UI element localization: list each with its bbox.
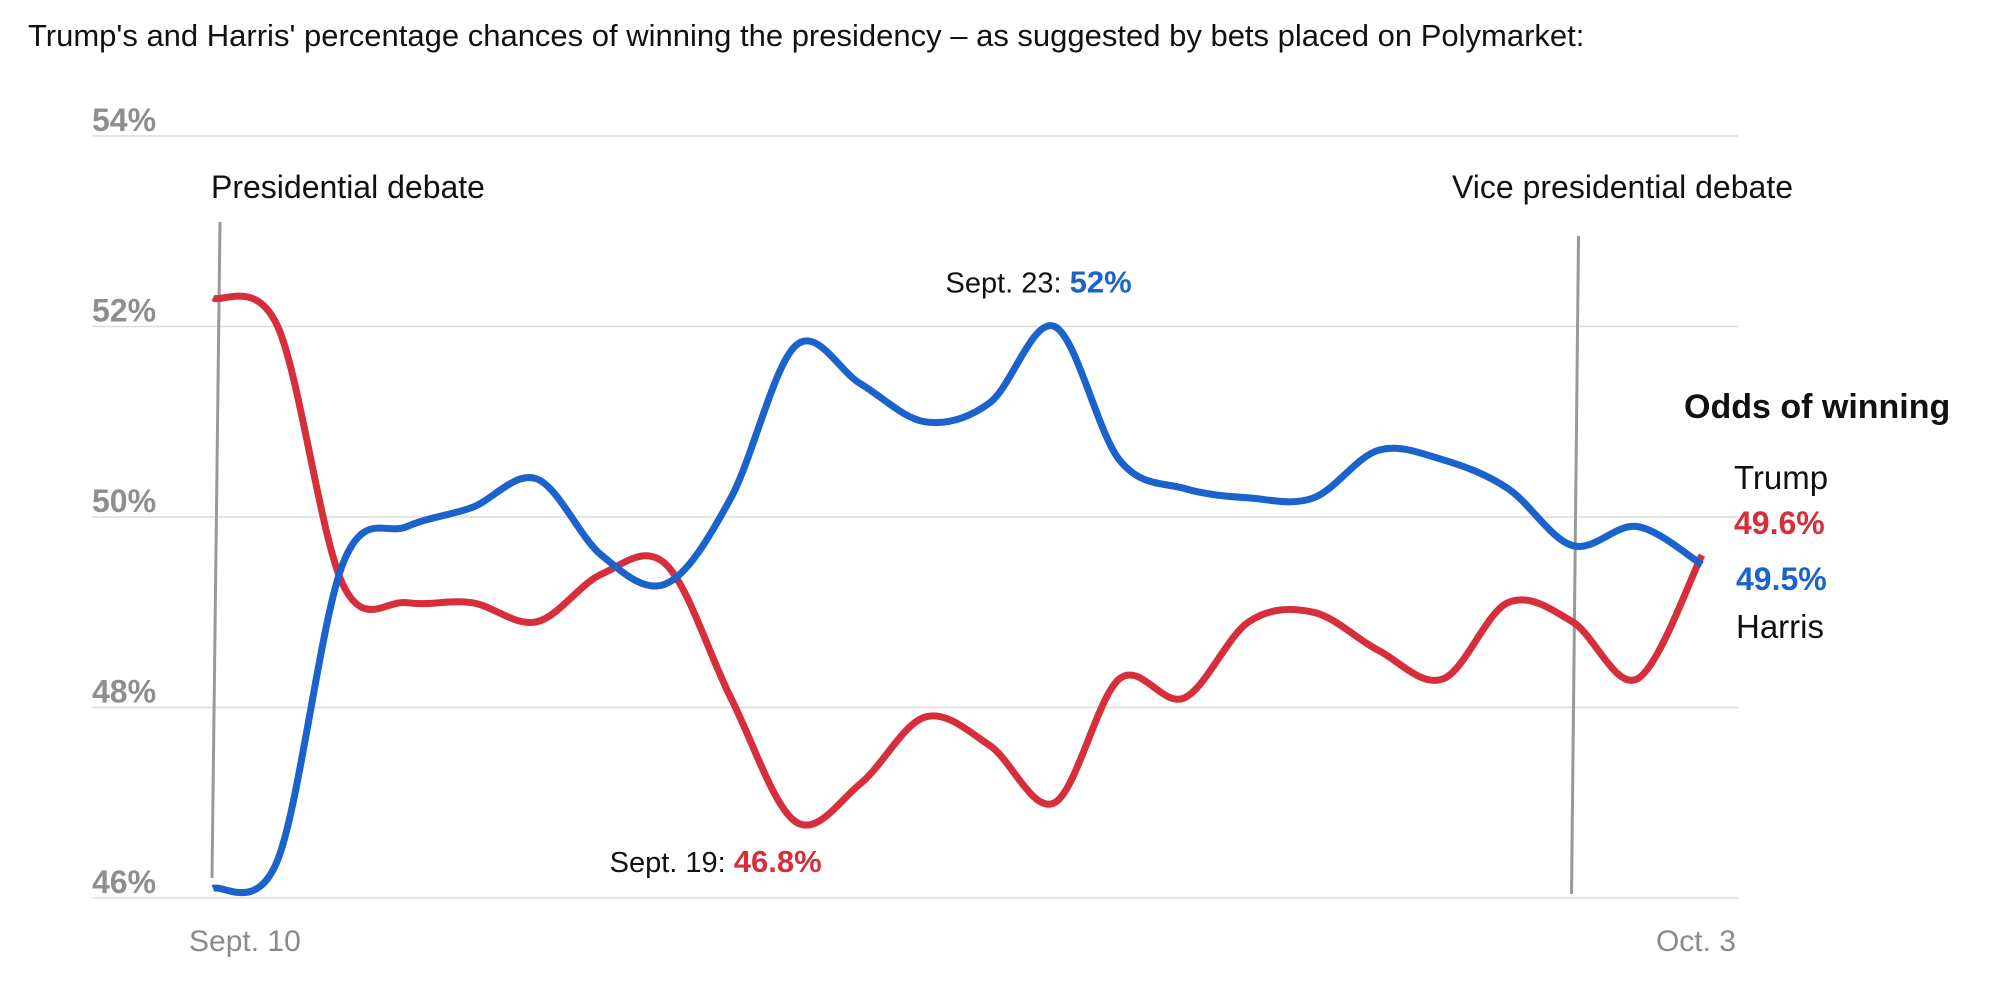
annotation-date: Sept. 23: xyxy=(946,268,1070,300)
annotation-date: Sept. 19: xyxy=(610,847,734,879)
y-tick-label: 54% xyxy=(92,102,156,138)
legend-value-harris: 49.5% xyxy=(1736,561,1827,597)
y-tick-label: 50% xyxy=(92,483,156,519)
chart-title: Trump's and Harris' percentage chances o… xyxy=(28,18,1585,53)
legend-value-trump: 49.6% xyxy=(1734,505,1825,541)
y-tick-label: 48% xyxy=(92,674,156,710)
legend-name-harris: Harris xyxy=(1736,608,1824,645)
event-label: Presidential debate xyxy=(211,169,485,205)
event-markers: Presidential debate Vice presidential deb… xyxy=(210,169,1793,895)
y-tick-label: 52% xyxy=(92,293,156,329)
legend-title: Odds of winning xyxy=(1684,388,1950,426)
series-line-trump xyxy=(211,292,1706,829)
series-line-harris xyxy=(211,322,1704,897)
x-axis-ticks: Sept. 10 Oct. 3 xyxy=(189,925,1736,958)
event-line xyxy=(210,221,222,879)
annotation-harris: Sept. 23: 52% xyxy=(946,265,1132,300)
annotation-value: 52% xyxy=(1070,265,1132,300)
y-axis-ticks: 46% 48% 50% 52% 54% xyxy=(92,102,156,900)
event-line xyxy=(1570,235,1581,895)
event-label: Vice presidential debate xyxy=(1452,169,1793,205)
legend: Odds of winning Trump 49.6% 49.5% Harris xyxy=(1684,388,1950,645)
annotation-trump: Sept. 19: 46.8% xyxy=(610,844,822,879)
annotation-value: 46.8% xyxy=(734,844,822,879)
legend-name-trump: Trump xyxy=(1734,459,1828,496)
series-lines xyxy=(211,292,1706,897)
annotations: Sept. 23: 52% Sept. 19: 46.8% xyxy=(610,265,1132,879)
x-tick-label: Sept. 10 xyxy=(189,925,301,958)
gridlines xyxy=(92,135,1738,899)
x-tick-label: Oct. 3 xyxy=(1656,925,1736,958)
y-tick-label: 46% xyxy=(92,864,156,900)
